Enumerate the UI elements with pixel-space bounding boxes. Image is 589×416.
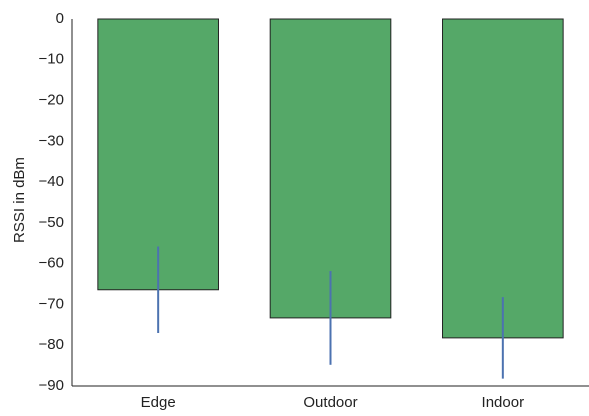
y-tick-label: −90 [39, 377, 64, 394]
bar [442, 18, 564, 339]
y-tick-label: 0 [56, 10, 64, 27]
y-tick-label: −10 [39, 51, 64, 68]
y-tick-label: −60 [39, 255, 64, 272]
y-tick-label: −70 [39, 295, 64, 312]
x-tick-label: Outdoor [303, 394, 357, 411]
y-tick-label: −50 [39, 214, 64, 231]
bar [97, 18, 219, 291]
y-tick-label: −40 [39, 173, 64, 190]
y-tick-label: −20 [39, 92, 64, 109]
bar [269, 18, 392, 319]
y-tick-label: −80 [39, 336, 64, 353]
x-tick-label: Edge [141, 394, 176, 411]
x-tick-label: Indoor [482, 394, 525, 411]
y-axis-label: RSSI in dBm [11, 157, 28, 243]
y-tick-label: −30 [39, 132, 64, 149]
